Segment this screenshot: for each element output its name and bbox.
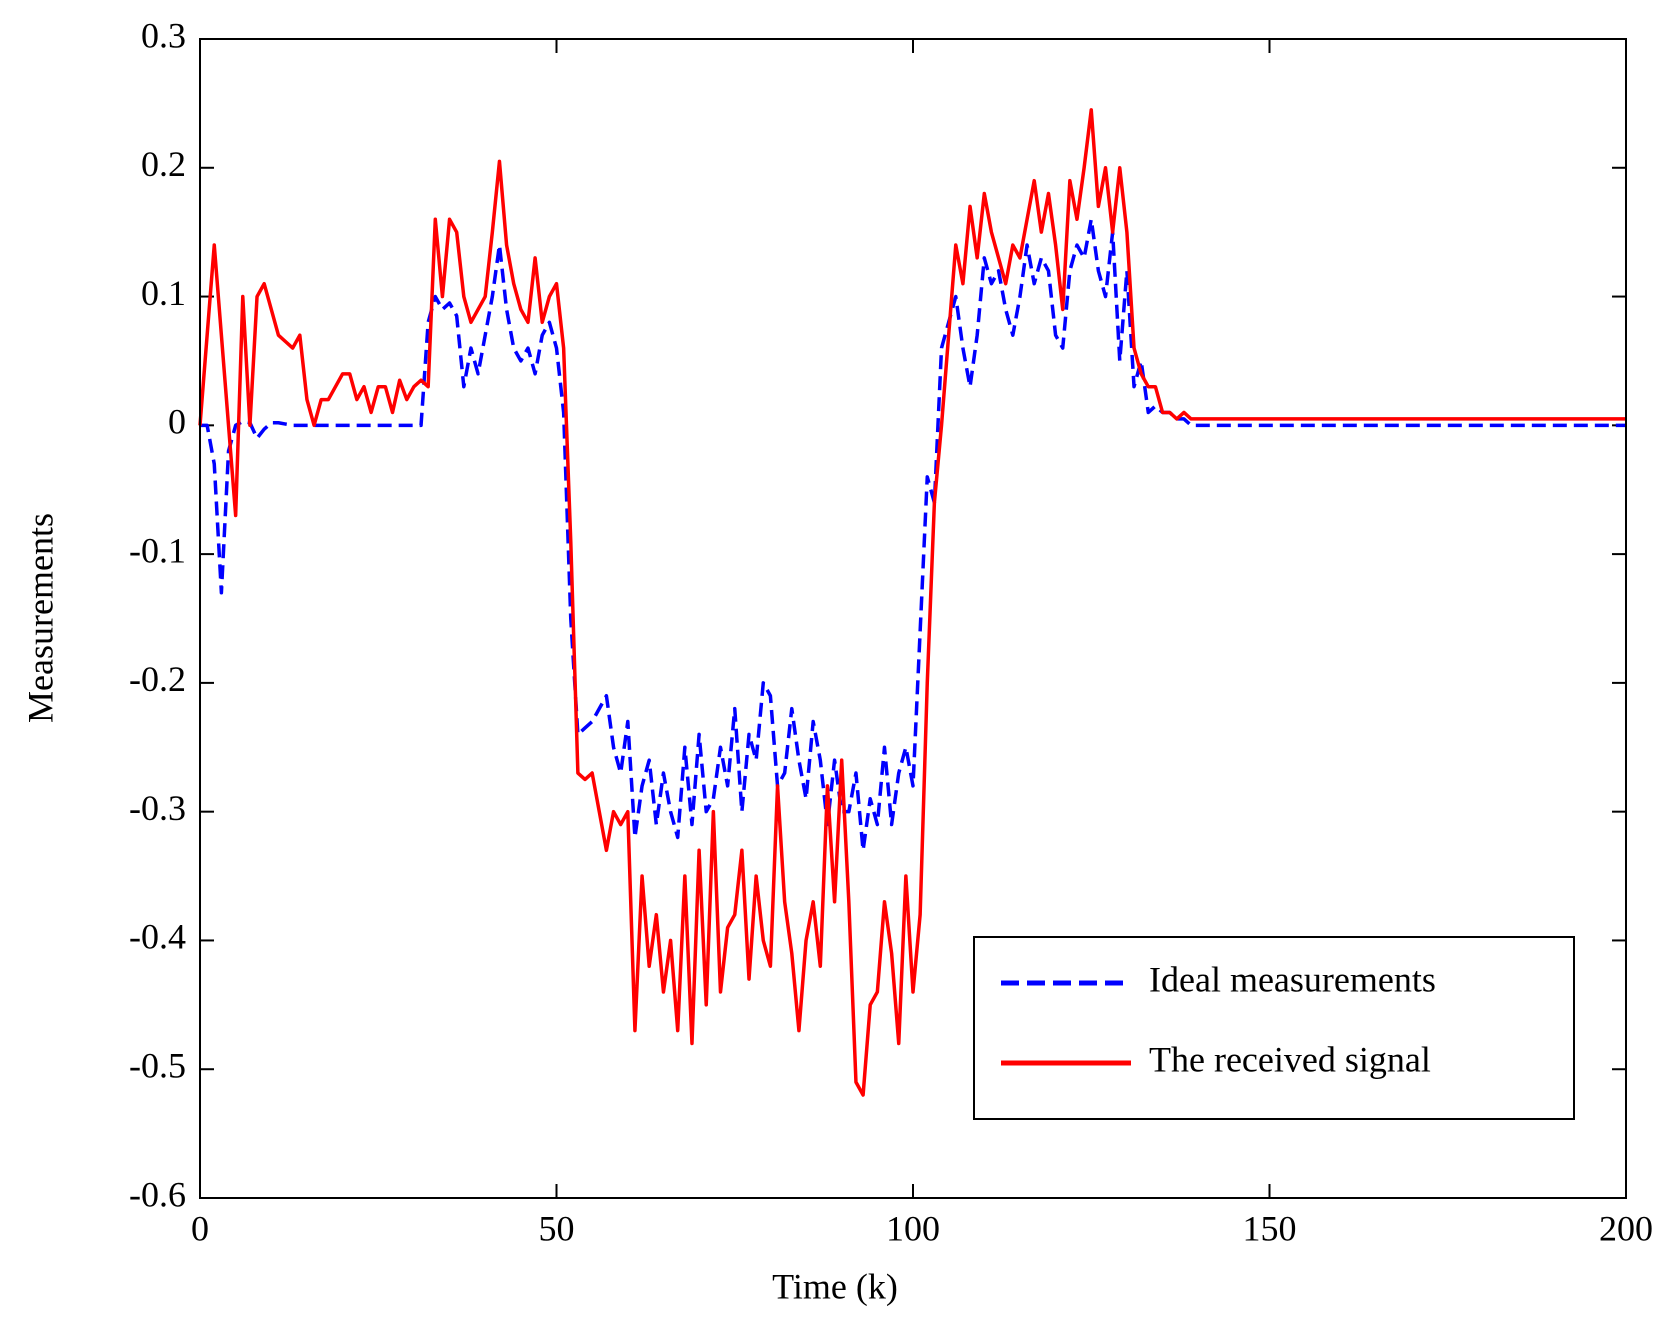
x-tick-label: 50 bbox=[539, 1208, 575, 1248]
y-axis-label: Measurements bbox=[20, 513, 60, 723]
x-tick-label: 100 bbox=[886, 1208, 940, 1248]
y-tick-label: -0.4 bbox=[129, 917, 186, 957]
y-tick-label: 0.2 bbox=[141, 144, 186, 184]
x-tick-label: 200 bbox=[1599, 1208, 1653, 1248]
x-tick-label: 0 bbox=[191, 1208, 209, 1248]
y-tick-label: -0.3 bbox=[129, 788, 186, 828]
y-tick-label: -0.6 bbox=[129, 1174, 186, 1214]
y-tick-label: 0.3 bbox=[141, 15, 186, 55]
data-line bbox=[198, 108, 1626, 1097]
y-tick-label: 0 bbox=[168, 402, 186, 442]
legend-label: The received signal bbox=[1149, 1039, 1431, 1079]
x-axis-label: Time (k) bbox=[772, 1266, 898, 1306]
y-tick-label: 0.1 bbox=[141, 273, 186, 313]
legend-box bbox=[973, 936, 1575, 1120]
y-tick-label: -0.5 bbox=[129, 1045, 186, 1085]
data-line bbox=[200, 217, 1626, 853]
legend: Ideal measurements The received signal bbox=[973, 936, 1575, 1120]
y-tick-label: -0.2 bbox=[129, 659, 186, 699]
y-tick-label: -0.1 bbox=[129, 530, 186, 570]
x-tick-label: 150 bbox=[1243, 1208, 1297, 1248]
legend-label: Ideal measurements bbox=[1149, 959, 1436, 999]
plot-frame bbox=[199, 38, 1627, 1199]
